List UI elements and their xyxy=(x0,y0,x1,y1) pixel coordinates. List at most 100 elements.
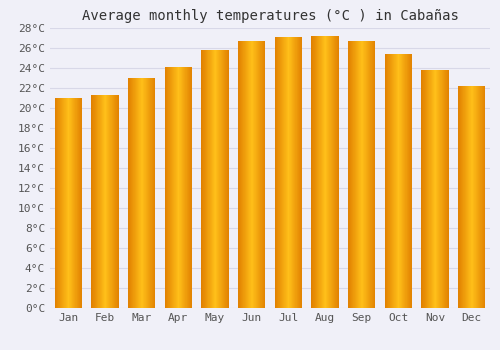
Bar xyxy=(358,41,359,308)
Bar xyxy=(112,95,114,308)
Bar xyxy=(285,37,286,308)
Bar xyxy=(243,41,244,308)
Bar xyxy=(483,86,484,308)
Bar xyxy=(182,67,183,308)
Bar xyxy=(336,36,337,308)
Bar xyxy=(97,95,98,308)
Bar xyxy=(212,50,213,308)
Bar xyxy=(325,36,326,308)
Bar xyxy=(240,41,242,308)
Bar xyxy=(172,67,173,308)
Bar xyxy=(317,36,318,308)
Bar xyxy=(448,70,449,308)
Bar xyxy=(108,95,109,308)
Bar xyxy=(294,37,295,308)
Bar xyxy=(297,37,298,308)
Bar xyxy=(191,67,192,308)
Bar xyxy=(106,95,108,308)
Bar xyxy=(259,41,260,308)
Bar xyxy=(394,54,395,308)
Bar xyxy=(300,37,301,308)
Bar xyxy=(262,41,264,308)
Bar xyxy=(432,70,433,308)
Bar xyxy=(112,95,113,308)
Bar xyxy=(292,37,294,308)
Bar xyxy=(278,37,279,308)
Bar xyxy=(246,41,247,308)
Bar xyxy=(295,37,296,308)
Bar xyxy=(54,98,55,308)
Bar xyxy=(437,70,438,308)
Bar xyxy=(155,78,156,308)
Bar xyxy=(69,98,70,308)
Bar xyxy=(206,50,207,308)
Bar xyxy=(426,70,427,308)
Bar xyxy=(57,98,58,308)
Bar xyxy=(104,95,105,308)
Bar xyxy=(473,86,474,308)
Bar xyxy=(318,36,319,308)
Bar xyxy=(140,78,141,308)
Bar xyxy=(438,70,439,308)
Bar xyxy=(60,98,62,308)
Bar xyxy=(186,67,187,308)
Bar xyxy=(354,41,355,308)
Bar xyxy=(224,50,225,308)
Bar xyxy=(246,41,248,308)
Bar xyxy=(102,95,103,308)
Bar xyxy=(251,41,252,308)
Bar xyxy=(274,37,275,308)
Bar xyxy=(215,50,216,308)
Bar xyxy=(356,41,358,308)
Bar xyxy=(223,50,224,308)
Bar xyxy=(443,70,444,308)
Bar xyxy=(72,98,74,308)
Bar xyxy=(465,86,466,308)
Bar xyxy=(485,86,486,308)
Bar xyxy=(143,78,144,308)
Bar xyxy=(205,50,206,308)
Bar xyxy=(151,78,152,308)
Bar xyxy=(174,67,175,308)
Bar xyxy=(298,37,299,308)
Bar xyxy=(239,41,240,308)
Bar xyxy=(70,98,71,308)
Bar xyxy=(136,78,137,308)
Bar xyxy=(484,86,485,308)
Bar xyxy=(187,67,188,308)
Bar xyxy=(221,50,222,308)
Bar xyxy=(255,41,256,308)
Bar xyxy=(59,98,60,308)
Bar xyxy=(397,54,398,308)
Bar xyxy=(433,70,434,308)
Bar xyxy=(396,54,397,308)
Bar xyxy=(111,95,112,308)
Bar xyxy=(96,95,97,308)
Bar xyxy=(439,70,440,308)
Bar xyxy=(142,78,143,308)
Bar xyxy=(135,78,136,308)
Bar xyxy=(466,86,468,308)
Bar xyxy=(366,41,367,308)
Bar xyxy=(210,50,211,308)
Bar xyxy=(65,98,66,308)
Bar xyxy=(254,41,255,308)
Bar xyxy=(145,78,146,308)
Bar xyxy=(179,67,180,308)
Bar xyxy=(426,70,428,308)
Bar xyxy=(359,41,360,308)
Bar xyxy=(78,98,79,308)
Bar xyxy=(434,70,435,308)
Bar xyxy=(105,95,106,308)
Bar xyxy=(250,41,251,308)
Bar xyxy=(337,36,338,308)
Bar xyxy=(459,86,460,308)
Bar xyxy=(213,50,214,308)
Bar xyxy=(468,86,469,308)
Bar xyxy=(182,67,184,308)
Bar xyxy=(395,54,396,308)
Bar xyxy=(217,50,218,308)
Bar xyxy=(153,78,154,308)
Bar xyxy=(242,41,243,308)
Bar xyxy=(392,54,393,308)
